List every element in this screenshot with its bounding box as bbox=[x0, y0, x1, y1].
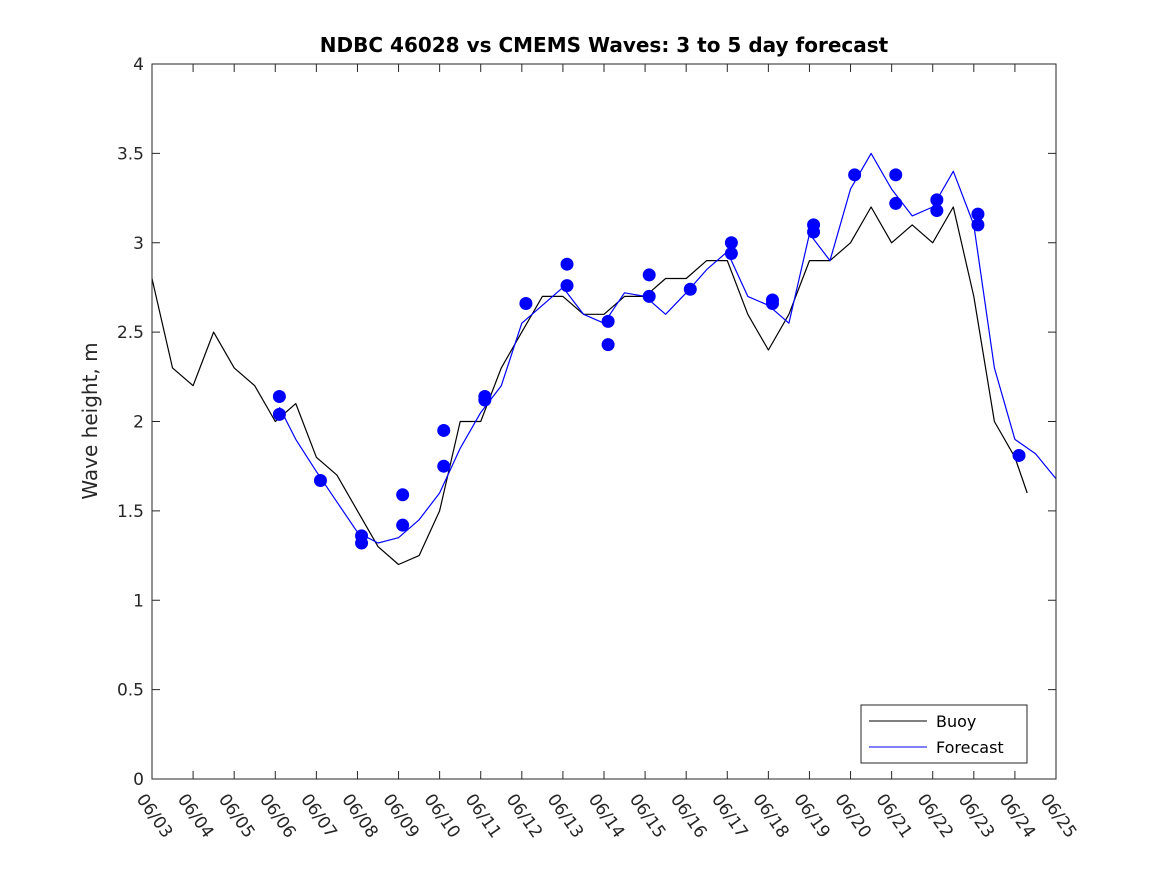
forecast-marker bbox=[889, 168, 903, 182]
series-line-buoy bbox=[151, 206, 1028, 566]
x-tick-label: 06/06 bbox=[255, 790, 299, 842]
forecast-marker bbox=[971, 218, 985, 232]
forecast-marker bbox=[601, 314, 615, 328]
forecast-marker bbox=[519, 297, 533, 311]
series-layer bbox=[151, 152, 1057, 566]
forecast-marker bbox=[437, 459, 451, 473]
forecast-marker bbox=[683, 282, 697, 296]
x-tick-label: 06/24 bbox=[995, 790, 1039, 842]
y-tick-label: 4 bbox=[133, 55, 144, 75]
x-tick-label: 06/25 bbox=[1036, 790, 1080, 842]
x-tick-label: 06/22 bbox=[913, 790, 957, 842]
forecast-marker bbox=[765, 297, 779, 311]
y-tick-label: 3.5 bbox=[117, 144, 144, 164]
y-axis-ticks: 0 0.5 1 1.5 2 2.5 3 3.5 4 bbox=[117, 55, 1056, 790]
forecast-marker bbox=[272, 407, 286, 421]
y-tick-label: 2 bbox=[133, 413, 144, 433]
x-tick-label: 06/04 bbox=[173, 790, 217, 842]
forecast-marker bbox=[724, 246, 738, 260]
x-tick-label: 06/15 bbox=[625, 790, 669, 842]
x-tick-label: 06/13 bbox=[543, 790, 587, 842]
y-tick-label: 3 bbox=[133, 234, 144, 254]
forecast-marker bbox=[642, 268, 656, 282]
forecast-marker bbox=[560, 257, 574, 271]
forecast-marker bbox=[889, 196, 903, 210]
x-tick-label: 06/19 bbox=[789, 790, 833, 842]
x-tick-label: 06/09 bbox=[378, 790, 422, 842]
forecast-marker bbox=[642, 289, 656, 303]
x-tick-label: 06/05 bbox=[214, 790, 258, 842]
forecast-marker bbox=[560, 279, 574, 293]
y-axis-label: Wave height, m bbox=[78, 342, 102, 499]
y-tick-label: 1.5 bbox=[117, 502, 144, 522]
x-tick-label: 06/14 bbox=[584, 790, 628, 842]
chart-title: NDBC 46028 vs CMEMS Waves: 3 to 5 day fo… bbox=[320, 33, 889, 57]
legend: Buoy Forecast bbox=[860, 704, 1028, 764]
x-tick-label: 06/18 bbox=[748, 790, 792, 842]
y-tick-label: 1 bbox=[133, 591, 144, 611]
x-tick-label: 06/11 bbox=[461, 790, 505, 842]
forecast-marker bbox=[478, 393, 492, 407]
forecast-marker bbox=[848, 168, 862, 182]
forecast-marker bbox=[807, 225, 821, 239]
x-tick-label: 06/12 bbox=[502, 790, 546, 842]
forecast-marker bbox=[601, 338, 615, 352]
legend-label-buoy: Buoy bbox=[936, 712, 976, 731]
x-tick-label: 06/20 bbox=[830, 790, 874, 842]
forecast-marker bbox=[437, 423, 451, 437]
forecast-marker bbox=[313, 473, 327, 487]
y-tick-label: 0 bbox=[133, 770, 144, 790]
forecast-markers-layer bbox=[272, 168, 1026, 550]
x-tick-label: 06/03 bbox=[132, 790, 176, 842]
forecast-marker bbox=[272, 389, 286, 403]
x-tick-label: 06/16 bbox=[666, 790, 710, 842]
x-tick-label: 06/21 bbox=[872, 790, 916, 842]
forecast-marker bbox=[724, 236, 738, 250]
x-tick-label: 06/23 bbox=[954, 790, 998, 842]
forecast-marker bbox=[1012, 448, 1026, 462]
forecast-marker bbox=[396, 488, 410, 502]
forecast-marker bbox=[930, 204, 944, 218]
series-line-forecast bbox=[278, 152, 1057, 544]
forecast-marker bbox=[355, 536, 369, 550]
plot-area bbox=[152, 64, 1056, 779]
x-tick-label: 06/10 bbox=[420, 790, 464, 842]
legend-label-forecast: Forecast bbox=[936, 738, 1004, 757]
forecast-marker bbox=[396, 518, 410, 532]
forecast-marker bbox=[971, 207, 985, 221]
x-tick-label: 06/08 bbox=[337, 790, 381, 842]
legend-box bbox=[860, 704, 1028, 764]
y-tick-label: 2.5 bbox=[117, 323, 144, 343]
y-tick-label: 0.5 bbox=[117, 681, 144, 701]
x-tick-label: 06/07 bbox=[296, 790, 340, 842]
x-tick-label: 06/17 bbox=[707, 790, 751, 842]
forecast-marker bbox=[930, 193, 944, 207]
